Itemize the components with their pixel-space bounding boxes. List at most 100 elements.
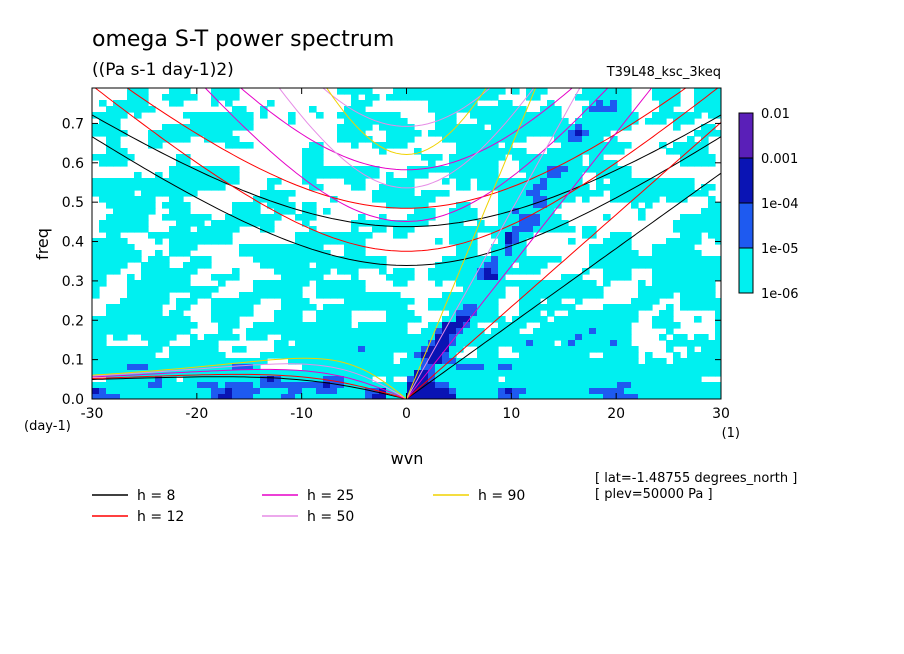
spectrum-cell: [533, 376, 541, 383]
spectrum-cell: [218, 124, 226, 131]
spectrum-cell: [680, 364, 688, 371]
spectrum-cell: [176, 352, 184, 359]
spectrum-cell: [610, 250, 618, 257]
spectrum-cell: [526, 94, 534, 101]
spectrum-cell: [631, 382, 639, 389]
spectrum-cell: [680, 340, 688, 347]
spectrum-cell: [169, 244, 177, 251]
spectrum-cell: [379, 214, 387, 221]
spectrum-cell: [596, 322, 604, 329]
spectrum-cell: [603, 118, 611, 125]
spectrum-cell: [463, 268, 471, 275]
spectrum-cell: [99, 220, 107, 227]
spectrum-cell: [561, 370, 569, 377]
spectrum-cell: [120, 112, 128, 119]
spectrum-cell: [141, 208, 149, 215]
spectrum-cell: [351, 364, 359, 371]
spectrum-cell: [435, 370, 443, 377]
spectrum-cell: [659, 250, 667, 257]
spectrum-cell: [400, 304, 408, 311]
spectrum-cell: [617, 334, 625, 341]
spectrum-cell: [309, 376, 317, 383]
spectrum-cell: [540, 322, 548, 329]
spectrum-cell: [120, 346, 128, 353]
spectrum-cell: [449, 358, 457, 365]
spectrum-cell: [463, 244, 471, 251]
spectrum-cell: [442, 322, 450, 329]
spectrum-cell: [617, 382, 625, 389]
spectrum-cell: [309, 346, 317, 353]
spectrum-cell: [330, 292, 338, 299]
spectrum-cell: [365, 232, 373, 239]
spectrum-cell: [596, 166, 604, 173]
colorbar-label: 1e-06: [761, 287, 799, 302]
spectrum-cell: [407, 214, 415, 221]
spectrum-cell: [673, 196, 681, 203]
spectrum-cell: [680, 214, 688, 221]
spectrum-cell: [442, 178, 450, 185]
colorbar-label: 0.001: [761, 152, 798, 167]
spectrum-cell: [638, 286, 646, 293]
spectrum-cell: [155, 238, 163, 245]
spectrum-cell: [106, 112, 114, 119]
spectrum-cell: [512, 232, 520, 239]
spectrum-cell: [687, 112, 695, 119]
spectrum-cell: [190, 166, 198, 173]
spectrum-cell: [267, 394, 275, 399]
spectrum-cell: [547, 184, 555, 191]
spectrum-cell: [456, 298, 464, 305]
spectrum-cell: [526, 388, 534, 395]
gravity-curve: [322, 88, 491, 127]
spectrum-cell: [295, 250, 303, 257]
spectrum-cell: [169, 208, 177, 215]
spectrum-cell: [120, 154, 128, 161]
spectrum-cell: [533, 346, 541, 353]
spectrum-cell: [337, 136, 345, 143]
spectrum-cell: [617, 364, 625, 371]
spectrum-cell: [526, 154, 534, 161]
spectrum-cell: [680, 178, 688, 185]
spectrum-cell: [225, 298, 233, 305]
spectrum-cell: [463, 304, 471, 311]
spectrum-cell: [561, 154, 569, 161]
spectrum-cell: [680, 292, 688, 299]
spectrum-cell: [288, 268, 296, 275]
spectrum-cell: [575, 388, 583, 395]
spectrum-cell: [393, 196, 401, 203]
spectrum-cell: [190, 124, 198, 131]
spectrum-cell: [519, 388, 527, 395]
spectrum-cell: [204, 136, 212, 143]
spectrum-cell: [113, 112, 121, 119]
spectrum-cell: [400, 322, 408, 329]
spectrum-cell: [106, 352, 114, 359]
spectrum-cell: [155, 274, 163, 281]
spectrum-cell: [281, 328, 289, 335]
spectrum-cell: [260, 112, 268, 119]
spectrum-cell: [680, 280, 688, 287]
spectrum-cell: [134, 88, 142, 95]
spectrum-cell: [512, 148, 520, 155]
spectrum-cell: [687, 232, 695, 239]
spectrum-cell: [134, 322, 142, 329]
spectrum-cell: [106, 394, 114, 399]
spectrum-cell: [148, 274, 156, 281]
kelvin-curve: [406, 88, 581, 399]
spectrum-cell: [323, 334, 331, 341]
spectrum-cell: [386, 172, 394, 179]
spectrum-cell: [148, 208, 156, 215]
spectrum-cell: [540, 130, 548, 137]
spectrum-cell: [92, 112, 100, 119]
spectrum-cell: [463, 208, 471, 215]
spectrum-cell: [589, 394, 597, 399]
spectrum-cell: [435, 322, 443, 329]
spectrum-cell: [456, 250, 464, 257]
spectrum-cell: [351, 172, 359, 179]
spectrum-cell: [596, 142, 604, 149]
spectrum-cell: [456, 214, 464, 221]
spectrum-cell: [316, 244, 324, 251]
spectrum-cell: [183, 352, 191, 359]
spectrum-cell: [400, 196, 408, 203]
spectrum-cell: [505, 106, 513, 113]
spectrum-cell: [183, 298, 191, 305]
spectrum-cell: [246, 364, 254, 371]
